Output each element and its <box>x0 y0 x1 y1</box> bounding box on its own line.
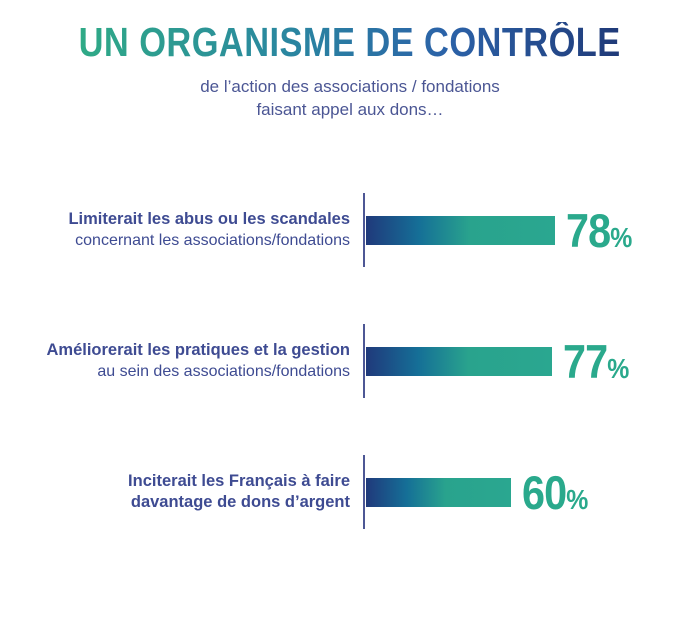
bar-value: 77% <box>563 338 629 385</box>
bar-label-secondary: au sein des associations/fondations <box>97 363 350 380</box>
bar <box>366 215 555 245</box>
bar-value-unit: % <box>607 351 630 384</box>
bar-label: Limiterait les abus ou les scandales con… <box>0 209 363 251</box>
bar-chart: Limiterait les abus ou les scandales con… <box>0 193 700 529</box>
bar-row: Améliorerait les pratiques et la gestion… <box>0 324 700 398</box>
bar-value: 60% <box>522 469 588 516</box>
bar <box>366 477 511 507</box>
bar-value-number: 78 <box>566 203 611 257</box>
bar-value-unit: % <box>610 220 633 253</box>
bar-label-secondary: davantage de dons d’argent <box>130 493 350 511</box>
bar-row: Limiterait les abus ou les scandales con… <box>0 193 700 267</box>
bar-label-primary: Améliorerait les pratiques et la gestion <box>46 341 350 359</box>
chart-subtitle: de l’action des associations / fondation… <box>0 75 700 121</box>
axis-baseline-tick <box>363 324 365 398</box>
bar-value-number: 60 <box>522 465 567 519</box>
bar-label-secondary: concernant les associations/fondations <box>75 232 350 249</box>
bar-value-unit: % <box>566 482 589 515</box>
bar-label-primary: Inciterait les Français à faire <box>128 472 350 490</box>
chart-subtitle-line2: faisant appel aux dons… <box>256 100 444 119</box>
bar-label: Inciterait les Français à faire davantag… <box>0 471 363 513</box>
bar-label-primary: Limiterait les abus ou les scandales <box>68 210 350 228</box>
bar-value: 78% <box>566 207 632 254</box>
bar <box>366 346 552 376</box>
bar-label: Améliorerait les pratiques et la gestion… <box>0 340 363 382</box>
axis-baseline-tick <box>363 193 365 267</box>
chart-title: UN ORGANISME DE CONTRÔLE <box>78 19 622 65</box>
chart-header: UN ORGANISME DE CONTRÔLE de l’action des… <box>0 0 700 121</box>
bar-value-number: 77 <box>563 334 608 388</box>
chart-subtitle-line1: de l’action des associations / fondation… <box>200 77 500 96</box>
bar-row: Inciterait les Français à faire davantag… <box>0 455 700 529</box>
axis-baseline-tick <box>363 455 365 529</box>
